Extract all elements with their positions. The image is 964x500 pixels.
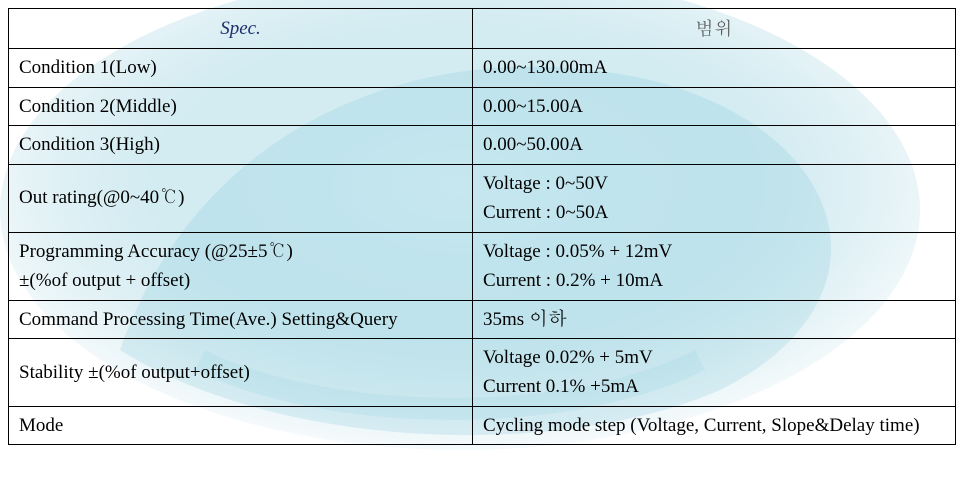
- table-row: Programming Accuracy (@25±5℃) ±(%of outp…: [9, 232, 956, 300]
- range-cell: Voltage : 0~50V Current : 0~50A: [473, 164, 956, 232]
- spec-cell: Programming Accuracy (@25±5℃) ±(%of outp…: [9, 232, 473, 300]
- header-spec: Spec.: [9, 9, 473, 49]
- spec-cell: Mode: [9, 406, 473, 444]
- table-header-row: Spec. 범위: [9, 9, 956, 49]
- range-cell: 0.00~130.00mA: [473, 49, 956, 87]
- range-cell: Voltage : 0.05% + 12mV Current : 0.2% + …: [473, 232, 956, 300]
- table-row: Condition 3(High) 0.00~50.00A: [9, 126, 956, 164]
- spec-cell: Command Processing Time(Ave.) Setting&Qu…: [9, 300, 473, 338]
- table-row: Condition 2(Middle) 0.00~15.00A: [9, 87, 956, 125]
- table-row: Command Processing Time(Ave.) Setting&Qu…: [9, 300, 956, 338]
- spec-cell: Condition 2(Middle): [9, 87, 473, 125]
- header-range-label: 범위: [695, 14, 733, 41]
- range-cell: Voltage 0.02% + 5mV Current 0.1% +5mA: [473, 338, 956, 406]
- range-cell: Cycling mode step (Voltage, Current, Slo…: [473, 406, 956, 444]
- spec-table: Spec. 범위 Condition 1(Low) 0.00~130.00mA …: [8, 8, 956, 445]
- spec-cell: Stability ±(%of output+offset): [9, 338, 473, 406]
- range-cell: 0.00~50.00A: [473, 126, 956, 164]
- range-cell: 35ms 이하: [473, 300, 956, 338]
- table-row: Condition 1(Low) 0.00~130.00mA: [9, 49, 956, 87]
- spec-cell: Out rating(@0~40℃): [9, 164, 473, 232]
- table-row: Mode Cycling mode step (Voltage, Current…: [9, 406, 956, 444]
- header-range: 범위: [473, 9, 956, 49]
- range-cell: 0.00~15.00A: [473, 87, 956, 125]
- table-row: Stability ±(%of output+offset) Voltage 0…: [9, 338, 956, 406]
- spec-cell: Condition 1(Low): [9, 49, 473, 87]
- header-spec-label: Spec.: [220, 18, 261, 39]
- spec-cell: Condition 3(High): [9, 126, 473, 164]
- table-row: Out rating(@0~40℃) Voltage : 0~50V Curre…: [9, 164, 956, 232]
